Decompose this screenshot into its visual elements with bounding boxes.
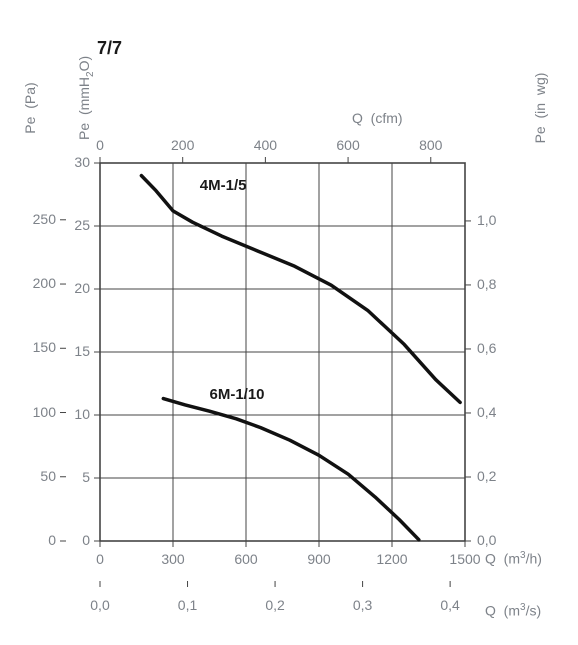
axis-label-pe-mmh2o: Pe (mmH2O) [76,48,96,148]
tick-label: 1200 [367,551,417,567]
tick-label: 600 [323,137,373,153]
axis-label-pe-pa: Pe (Pa) [22,68,38,148]
tick-label: 0 [50,532,90,548]
tick-label: 0 [75,551,125,567]
tick-label: 100 [16,404,56,420]
axis-label-pe-inwg: Pe (in wg) [532,58,548,158]
tick-label: 0,8 [477,276,496,292]
tick-label: 25 [50,217,90,233]
series-label: 6M-1/10 [210,386,265,403]
tick-label: 0,2 [477,468,496,484]
tick-label: 900 [294,551,344,567]
tick-label: 1500 [440,551,490,567]
tick-label: 0,2 [250,597,300,613]
tick-label: 0,3 [338,597,388,613]
tick-label: 400 [240,137,290,153]
series-label: 4M-1/5 [200,177,247,194]
chart-container: 7/7 Pe (Pa) Pe (mmH2O) Pe (in wg) Q (cfm… [0,0,578,645]
tick-label: 250 [16,211,56,227]
tick-label: 200 [158,137,208,153]
tick-label: 0 [16,532,56,548]
tick-label: 0,4 [477,404,496,420]
tick-label: 0,6 [477,340,496,356]
tick-label: 300 [148,551,198,567]
tick-label: 1,0 [477,212,496,228]
tick-label: 600 [221,551,271,567]
tick-label: 150 [16,339,56,355]
tick-label: 50 [16,468,56,484]
tick-label: 0,0 [75,597,125,613]
tick-label: 15 [50,343,90,359]
axis-label-q-m3h: Q (m3/h) [485,550,542,567]
tick-label: 800 [406,137,456,153]
tick-label: 0,0 [477,532,496,548]
tick-label: 5 [50,469,90,485]
tick-label: 20 [50,280,90,296]
tick-label: 30 [50,154,90,170]
tick-label: 10 [50,406,90,422]
axis-label-q-cfm: Q (cfm) [352,110,403,126]
chart-title: 7/7 [97,38,122,59]
tick-label: 0,1 [163,597,213,613]
axis-label-q-m3s: Q (m3/s) [485,602,541,619]
tick-label: 200 [16,275,56,291]
tick-label: 0,4 [425,597,475,613]
tick-label: 0 [75,137,125,153]
